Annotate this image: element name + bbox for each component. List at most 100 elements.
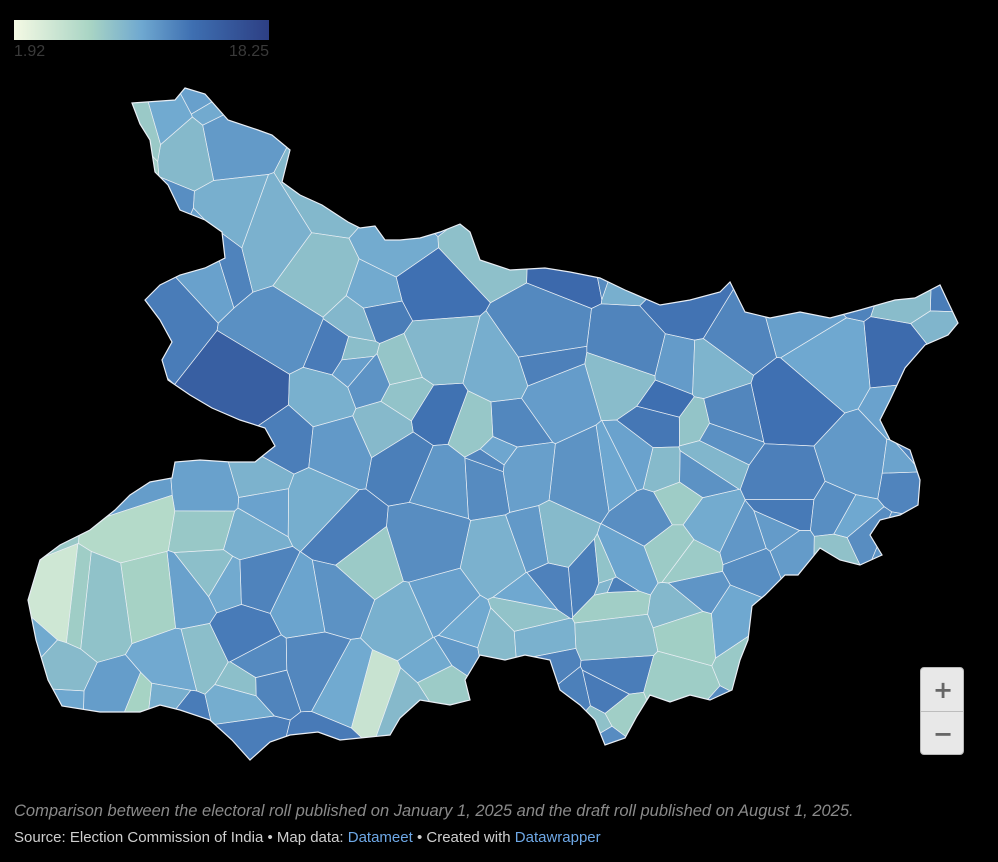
district-region[interactable]: [824, 679, 876, 717]
district-region[interactable]: [90, 259, 145, 321]
district-region[interactable]: [832, 125, 892, 165]
district-region[interactable]: [916, 504, 998, 571]
district-region[interactable]: [66, 543, 92, 649]
district-region[interactable]: [535, 179, 590, 231]
district-region[interactable]: [241, 172, 312, 293]
district-region[interactable]: [288, 367, 356, 427]
district-region[interactable]: [193, 174, 269, 248]
district-region[interactable]: [833, 494, 885, 538]
district-region[interactable]: [714, 93, 801, 172]
district-region[interactable]: [751, 357, 845, 447]
district-region[interactable]: [423, 60, 476, 126]
district-region[interactable]: [903, 60, 955, 121]
district-region[interactable]: [365, 431, 434, 507]
district-region[interactable]: [157, 117, 214, 192]
district-region[interactable]: [643, 446, 681, 492]
district-region[interactable]: [286, 632, 351, 712]
district-region[interactable]: [616, 406, 680, 448]
district-region[interactable]: [0, 681, 38, 737]
district-region[interactable]: [80, 551, 132, 663]
district-region[interactable]: [920, 351, 998, 423]
district-region[interactable]: [810, 481, 856, 537]
district-region[interactable]: [409, 444, 469, 519]
district-region[interactable]: [237, 488, 289, 537]
district-region[interactable]: [911, 558, 949, 586]
district-region[interactable]: [166, 420, 239, 512]
zoom-out-button[interactable]: −: [932, 719, 954, 748]
district-region[interactable]: [503, 442, 556, 513]
district-region[interactable]: [514, 618, 576, 661]
district-region[interactable]: [503, 666, 591, 728]
district-region[interactable]: [849, 195, 951, 256]
district-region[interactable]: [230, 634, 287, 678]
district-region[interactable]: [480, 436, 518, 465]
district-region[interactable]: [386, 502, 471, 583]
district-region[interactable]: [28, 687, 84, 727]
district-region[interactable]: [641, 719, 726, 780]
district-region[interactable]: [534, 60, 619, 169]
district-region[interactable]: [397, 637, 452, 683]
district-region[interactable]: [653, 611, 716, 666]
district-region[interactable]: [347, 353, 390, 409]
district-region[interactable]: [300, 488, 389, 566]
district-region[interactable]: [124, 224, 151, 236]
district-region[interactable]: [0, 543, 78, 643]
district-region[interactable]: [703, 382, 764, 442]
district-region[interactable]: [144, 683, 191, 749]
district-region[interactable]: [526, 563, 573, 619]
district-region[interactable]: [390, 117, 435, 146]
district-region[interactable]: [679, 450, 740, 498]
district-region[interactable]: [892, 116, 941, 200]
district-region[interactable]: [845, 572, 902, 632]
district-region[interactable]: [136, 60, 193, 145]
district-region[interactable]: [775, 592, 818, 672]
district-region[interactable]: [834, 60, 925, 106]
district-region[interactable]: [800, 254, 835, 306]
district-region[interactable]: [734, 179, 810, 240]
district-region[interactable]: [780, 707, 881, 780]
district-region[interactable]: [549, 425, 609, 524]
district-region[interactable]: [0, 746, 55, 781]
district-region[interactable]: [647, 582, 703, 628]
district-region[interactable]: [565, 162, 603, 210]
district-region[interactable]: [323, 295, 376, 342]
district-region[interactable]: [740, 159, 806, 189]
district-region[interactable]: [464, 457, 510, 521]
district-region[interactable]: [505, 505, 549, 573]
district-region[interactable]: [740, 443, 826, 500]
district-region[interactable]: [0, 313, 71, 417]
district-region[interactable]: [239, 546, 300, 614]
district-region[interactable]: [839, 164, 897, 206]
district-region[interactable]: [346, 258, 403, 309]
district-region[interactable]: [867, 107, 885, 155]
district-region[interactable]: [360, 581, 434, 661]
district-region[interactable]: [0, 60, 100, 172]
district-region[interactable]: [868, 587, 921, 651]
district-region[interactable]: [780, 317, 871, 413]
district-region[interactable]: [930, 215, 998, 314]
district-region[interactable]: [57, 227, 94, 285]
district-region[interactable]: [689, 685, 781, 780]
zoom-in-button[interactable]: +: [932, 675, 954, 704]
district-region[interactable]: [582, 670, 630, 714]
district-region[interactable]: [813, 408, 887, 499]
district-region[interactable]: [755, 600, 796, 675]
district-region[interactable]: [217, 285, 324, 375]
district-region[interactable]: [510, 122, 567, 205]
district-region[interactable]: [781, 239, 830, 291]
district-region[interactable]: [462, 310, 528, 402]
district-regions[interactable]: [0, 60, 998, 780]
district-region[interactable]: [99, 223, 172, 273]
district-region[interactable]: [849, 202, 871, 237]
district-region[interactable]: [396, 139, 444, 183]
datawrapper-link[interactable]: Datawrapper: [514, 829, 601, 846]
district-region[interactable]: [572, 591, 651, 623]
district-region[interactable]: [683, 489, 746, 553]
choropleth-map[interactable]: [0, 60, 998, 780]
district-region[interactable]: [661, 539, 723, 584]
district-region[interactable]: [209, 604, 282, 662]
district-region[interactable]: [417, 665, 496, 773]
district-region[interactable]: [660, 109, 743, 250]
district-region[interactable]: [607, 576, 639, 593]
district-region[interactable]: [327, 110, 396, 197]
